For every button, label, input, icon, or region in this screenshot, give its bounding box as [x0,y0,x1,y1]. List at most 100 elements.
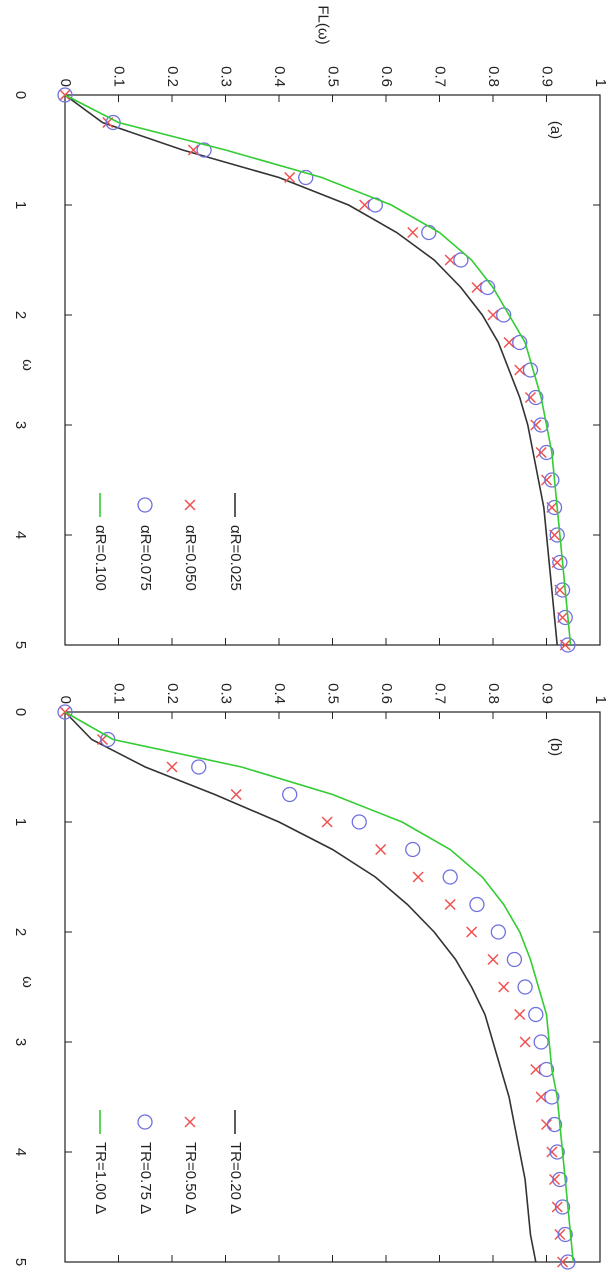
series-line [64,711,575,1263]
legend-swatch [137,1114,153,1130]
cross-marker [530,419,542,431]
circle-marker [453,252,469,268]
circle-marker [196,142,212,158]
y-tick-label: 0 [57,696,74,704]
legend-label: αR=0.025 [227,525,244,591]
x-tick-label: 0 [12,708,29,716]
cross-marker [519,1036,531,1048]
panel-label: (b) [547,738,564,756]
x-tick-label: 1 [12,818,29,826]
x-tick-label: 2 [12,928,29,936]
circle-marker [560,637,576,653]
x-tick-label: 2 [12,311,29,319]
x-tick-label: 5 [12,641,29,649]
legend-label: αR=0.075 [137,525,154,591]
circle-marker [533,417,549,433]
y-tick-label: 0.4 [271,683,288,704]
x-tick-label: 4 [12,531,29,539]
circle-marker [528,389,544,406]
legend-swatch [184,499,196,511]
circle-marker [557,609,573,626]
y-tick-label: 0.9 [539,66,556,87]
circle-marker [496,307,512,323]
y-axis-title: FL(ω) [315,5,332,44]
y-tick-label: 0 [57,79,74,87]
cross-marker [407,226,419,239]
y-tick-label: 0.1 [111,683,128,704]
cross-marker [514,1008,526,1021]
cross-marker [503,336,515,349]
y-tick-label: 0.9 [539,683,556,704]
legend-label: αR=0.050 [182,525,199,591]
y-tick-label: 0.2 [164,66,181,87]
circle-marker [191,759,207,775]
x-axis-title: ω [19,359,36,371]
circle-marker [405,841,421,858]
cross-marker [487,953,499,966]
legend-swatch [184,1116,196,1128]
cross-marker [554,1228,566,1241]
cross-marker [551,1201,563,1213]
circle-marker [538,444,555,461]
y-tick-label: 0.4 [271,66,288,87]
cross-marker [471,281,483,294]
cross-marker [284,171,296,184]
y-tick-label: 0.6 [378,66,395,87]
circle-marker [549,527,565,543]
panel: 0 1 2 3 4 5 0 0.1 0.2 0.3 0.4 0.5 0.6 0.7 0.8 0.9 1 ω FL(ω… [12,5,607,653]
cross-marker [466,926,478,938]
cross-marker [321,816,333,828]
y-tick-label: 0.3 [218,683,235,704]
y-tick-label: 0.5 [325,683,342,704]
circle-marker [538,1061,555,1078]
circle-marker [546,499,563,516]
cross-marker [540,474,553,486]
cross-marker [535,1091,547,1103]
panel-label: (a) [547,121,564,139]
cross-marker [540,1118,553,1131]
cross-marker [375,843,387,856]
x-axis-title: ω [19,976,36,988]
y-tick-label: 0.8 [485,683,502,704]
y-tick-label: 0.8 [485,66,502,87]
legend-label: αR=0.100 [92,525,109,591]
x-tick-label: 3 [12,421,29,429]
circle-marker [57,704,73,720]
circle-marker [554,582,571,598]
y-tick-label: 1 [592,696,607,704]
cross-marker [514,364,526,376]
series-line [64,711,537,1263]
circle-marker [557,1226,573,1243]
circle-marker [298,169,314,186]
circle-marker [549,1144,565,1160]
cross-marker [530,1063,542,1076]
circle-marker [544,1089,560,1105]
circle-marker [560,1254,576,1270]
cross-marker [487,309,499,321]
cross-marker [230,788,242,801]
y-tick-label: 0.5 [325,66,342,87]
legend-swatch [137,497,153,513]
cross-marker [498,981,510,993]
circle-marker [421,224,437,241]
y-tick-label: 0.2 [164,683,181,704]
cross-marker [524,391,536,404]
circle-marker [469,896,485,913]
series-line [64,94,572,646]
x-tick-label: 1 [12,201,29,209]
cross-marker [187,144,199,156]
x-tick-label: 3 [12,1038,29,1046]
y-tick-label: 0.6 [378,683,395,704]
circle-marker [554,1199,571,1215]
x-tick-label: 4 [12,1148,29,1156]
circle-marker [490,924,507,940]
cross-marker [412,871,424,883]
legend-label: TR=1.00 Δ [92,1142,109,1214]
cross-marker [535,446,547,459]
y-tick-label: 0.3 [218,66,235,87]
y-tick-label: 0.1 [111,66,128,87]
x-tick-label: 0 [12,91,29,99]
cross-marker [546,1146,558,1158]
circle-marker [517,979,533,995]
